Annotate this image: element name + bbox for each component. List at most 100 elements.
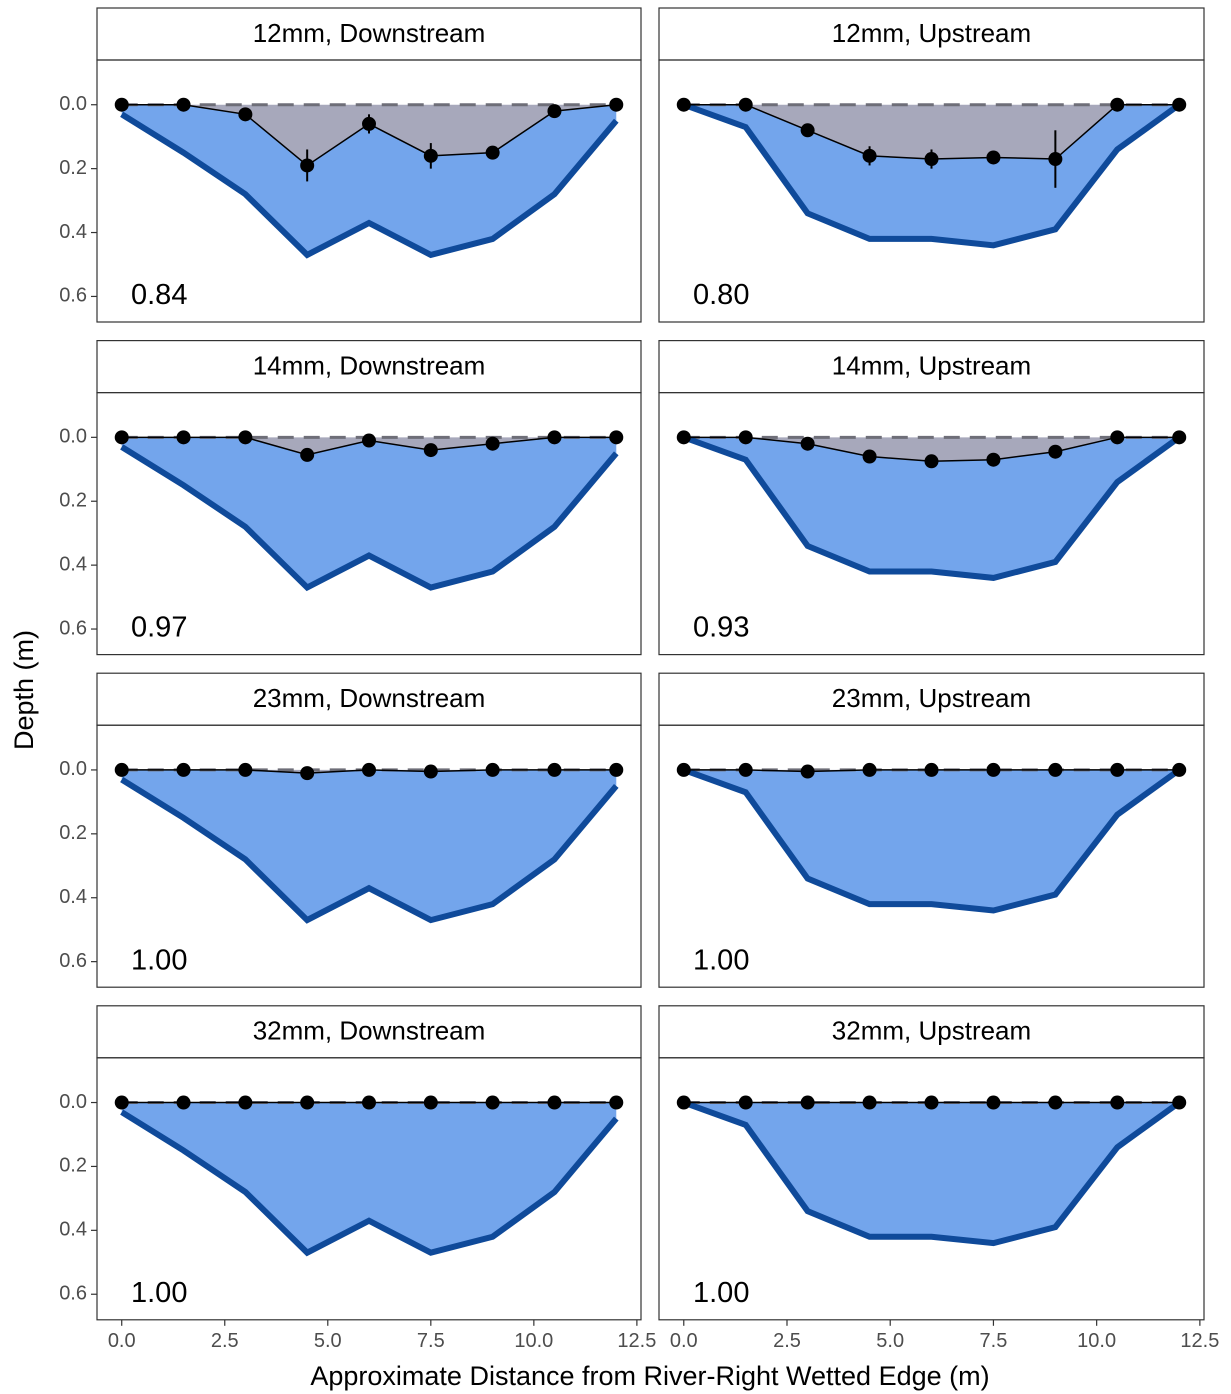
y-tick-label: 0.2 — [59, 1155, 87, 1177]
x-tick-label: 5.0 — [314, 1330, 342, 1352]
point — [1172, 1095, 1187, 1110]
point — [423, 764, 438, 779]
point — [1172, 97, 1187, 112]
point — [176, 1095, 191, 1110]
point — [862, 762, 877, 777]
point — [924, 1095, 939, 1110]
strip — [96, 1005, 642, 1059]
point — [423, 443, 438, 458]
point — [547, 762, 562, 777]
strip — [658, 672, 1205, 726]
bed-line — [682, 101, 1181, 249]
point — [547, 104, 562, 119]
point — [924, 454, 939, 469]
y-tick-label: 0.0 — [59, 758, 87, 780]
panel-title: 14mm, Downstream — [253, 350, 486, 380]
x-tick-label: 2.5 — [773, 1330, 801, 1352]
y-tick-label: 0.2 — [59, 490, 87, 512]
panel-border — [658, 724, 1205, 988]
panel-border — [96, 59, 642, 323]
bed-line — [120, 776, 619, 924]
point — [738, 1095, 753, 1110]
bed-line — [120, 1109, 619, 1257]
x-tick-label: 12.5 — [1180, 1330, 1219, 1352]
point — [300, 766, 315, 781]
panel-title: 12mm, Downstream — [253, 18, 486, 48]
point — [114, 1095, 129, 1110]
x-tick-label: 7.5 — [980, 1330, 1008, 1352]
point — [986, 452, 1001, 467]
panel-border — [96, 392, 642, 656]
y-tick-label: 0.0 — [59, 426, 87, 448]
bed-line — [120, 444, 619, 592]
point — [1048, 152, 1063, 167]
y-tick-label: 0.2 — [59, 157, 87, 179]
bed-line — [120, 111, 619, 259]
y-tick-label: 0.0 — [59, 93, 87, 115]
point — [862, 449, 877, 464]
x-tick-label: 0.0 — [670, 1330, 698, 1352]
point — [609, 762, 624, 777]
point — [300, 447, 315, 462]
panel-title: 23mm, Upstream — [832, 683, 1031, 713]
point — [986, 762, 1001, 777]
x-tick-label: 12.5 — [617, 1330, 656, 1352]
y-axis-label: Depth (m) — [9, 630, 39, 750]
x-tick-label: 5.0 — [876, 1330, 904, 1352]
annotation: 0.84 — [131, 279, 187, 311]
point — [924, 152, 939, 167]
strip — [658, 1005, 1205, 1059]
y-tick-label: 0.6 — [59, 617, 87, 639]
strip — [96, 340, 642, 394]
point — [738, 430, 753, 445]
panel-title: 32mm, Upstream — [832, 1016, 1031, 1046]
point — [862, 148, 877, 163]
point — [485, 145, 500, 160]
point — [800, 1095, 815, 1110]
panel-title: 23mm, Downstream — [253, 683, 486, 713]
point — [1172, 762, 1187, 777]
point — [114, 762, 129, 777]
point — [362, 116, 376, 131]
point — [676, 97, 691, 112]
bed-line — [682, 434, 1181, 581]
panel-border — [96, 1057, 642, 1321]
point — [362, 762, 376, 777]
point — [1048, 762, 1063, 777]
point — [485, 762, 500, 777]
point — [423, 148, 438, 163]
point — [738, 762, 753, 777]
strip — [658, 7, 1205, 61]
point — [1110, 762, 1125, 777]
point — [862, 1095, 877, 1110]
annotation: 1.00 — [131, 944, 187, 976]
point — [238, 107, 253, 122]
annotation: 1.00 — [693, 944, 749, 976]
point — [1048, 1095, 1063, 1110]
y-tick-label: 0.4 — [59, 886, 87, 908]
x-tick-label: 10.0 — [1077, 1330, 1116, 1352]
point — [547, 430, 562, 445]
point — [1110, 430, 1125, 445]
bed-line — [682, 767, 1181, 914]
point — [738, 97, 753, 112]
panel-title: 12mm, Upstream — [832, 18, 1031, 48]
water-area — [121, 437, 617, 588]
point — [114, 97, 129, 112]
y-tick-label: 0.4 — [59, 1219, 87, 1241]
point — [547, 1095, 562, 1110]
point — [609, 1095, 624, 1110]
annotation: 1.00 — [131, 1277, 187, 1309]
panel-title: 14mm, Upstream — [832, 350, 1031, 380]
water-area — [121, 769, 617, 921]
y-tick-label: 0.4 — [59, 553, 87, 575]
point — [300, 1095, 315, 1110]
bed-line — [682, 1099, 1181, 1247]
point — [1048, 444, 1063, 459]
panel-border — [658, 1057, 1205, 1321]
annotation: 0.80 — [693, 279, 749, 311]
y-tick-label: 0.6 — [59, 1283, 87, 1305]
point — [423, 1095, 438, 1110]
point — [238, 762, 253, 777]
